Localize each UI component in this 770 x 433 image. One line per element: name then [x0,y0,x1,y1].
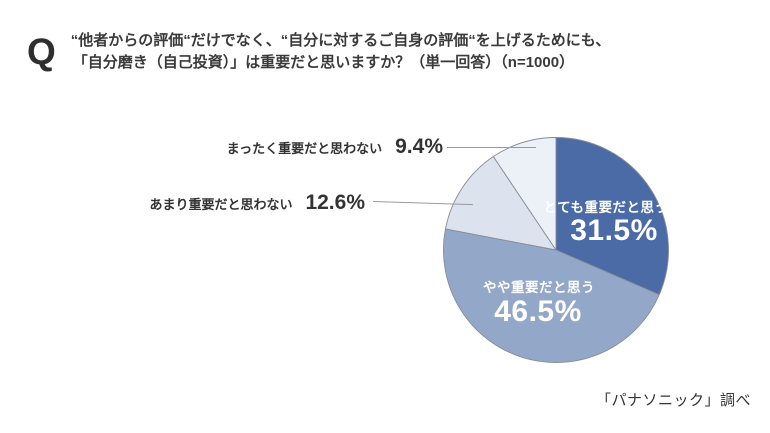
pie-slice-3 [492,137,557,251]
slice-label-not-important-at-all: まったく重要だと思わない [226,140,383,156]
callout-not-very-important: あまり重要だと思わない 12.6% [110,191,365,215]
slice-label-very-important: とても重要だと思う [543,200,669,215]
question-text: “他者からの評価“だけでなく、“自分に対するご自身の評価“を上げるためにも、 「… [71,27,611,74]
slice-value-very-important: 31.5% [570,214,658,247]
slice-label-somewhat-important: やや重要だと思う [483,280,595,295]
slice-value-not-very-important: 12.6% [305,191,365,214]
source-attribution: 「パナソニック」調べ [595,392,751,409]
question-line-2: 「自分磨き（自己投資）」は重要だと思いますか？（単一回答）（n=1000） [72,54,575,71]
pie-chart [443,137,669,363]
pie-slice-1 [443,228,660,363]
question-line-1: “他者からの評価“だけでなく、“自分に対するご自身の評価“を上げるためにも、 [70,32,611,49]
slice-label-not-very-important: あまり重要だと思わない [149,196,293,212]
pie-slice-0 [555,137,669,296]
slice-value-not-important-at-all: 9.4% [395,135,443,158]
slice-value-somewhat-important: 46.5% [494,295,582,328]
pie-slice-2 [445,156,557,251]
callout-not-important-at-all: まったく重要だと思わない 9.4% [160,135,443,159]
question-mark: Q [27,31,56,72]
question-header: Q “他者からの評価“だけでなく、“自分に対するご自身の評価“を上げるためにも、… [27,27,610,74]
leader-line-not-important-at-all [447,147,536,149]
